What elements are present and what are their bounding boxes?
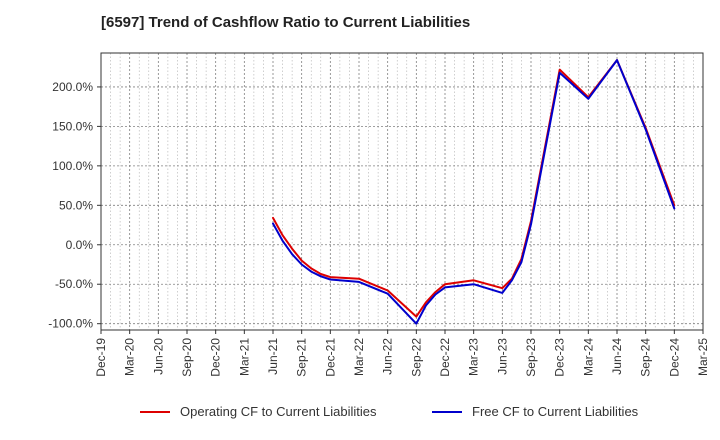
y-tick-label: 50.0% xyxy=(59,198,93,212)
legend-swatch-operating-cf xyxy=(140,410,170,413)
legend-label-operating-cf: Operating CF to Current Liabilities xyxy=(180,404,377,419)
y-tick-label: 200.0% xyxy=(52,80,93,94)
y-tick-label: 100.0% xyxy=(52,159,93,173)
x-tick-label: Mar-25 xyxy=(696,338,710,376)
x-tick-label: Mar-23 xyxy=(467,338,481,376)
y-tick-label: 0.0% xyxy=(66,238,94,252)
x-tick-label: Sep-24 xyxy=(639,338,653,377)
x-tick-label: Mar-21 xyxy=(237,338,251,376)
plot-area-frame xyxy=(100,52,704,331)
legend-item-free-cf: Free CF to Current Liabilities xyxy=(432,404,638,419)
x-tick-label: Dec-22 xyxy=(438,338,452,377)
x-tick-label: Jun-21 xyxy=(266,338,280,375)
series-line-free-cf xyxy=(272,59,676,325)
y-tick-label: -100.0% xyxy=(48,317,93,331)
chart-title: [6597] Trend of Cashflow Ratio to Curren… xyxy=(101,14,471,31)
x-tick-label: Mar-24 xyxy=(581,338,595,376)
x-tick-label: Jun-24 xyxy=(610,338,624,375)
x-tick-label: Sep-23 xyxy=(524,338,538,377)
x-tick-label: Jun-20 xyxy=(151,338,165,375)
x-tick-label: Jun-22 xyxy=(381,338,395,375)
y-tick-label: -50.0% xyxy=(55,277,93,291)
x-tick-label: Mar-22 xyxy=(352,338,366,376)
legend-item-operating-cf: Operating CF to Current Liabilities xyxy=(140,404,377,419)
x-tick-label: Dec-24 xyxy=(667,338,681,377)
x-tick-label: Dec-20 xyxy=(209,338,223,377)
legend-label-free-cf: Free CF to Current Liabilities xyxy=(472,404,639,419)
x-tick-label: Dec-23 xyxy=(553,338,567,377)
x-tick-label: Jun-23 xyxy=(495,338,509,375)
x-tick-label: Mar-20 xyxy=(123,338,137,376)
x-tick-label: Sep-21 xyxy=(295,338,309,377)
y-tick-label: 150.0% xyxy=(52,119,93,133)
x-tick-label: Dec-21 xyxy=(323,338,337,377)
legend-swatch-free-cf xyxy=(432,410,462,413)
x-tick-label: Dec-19 xyxy=(94,338,108,377)
series-line-operating-cf xyxy=(272,59,676,318)
x-tick-label: Sep-20 xyxy=(180,338,194,377)
x-tick-label: Sep-22 xyxy=(409,338,423,377)
